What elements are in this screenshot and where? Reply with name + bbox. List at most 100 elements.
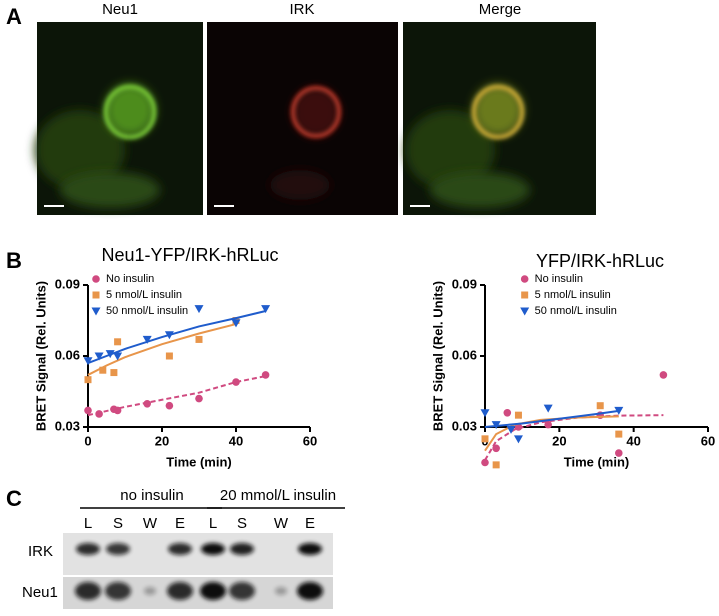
band xyxy=(201,543,225,555)
legend-label: 5 nmol/L insulin xyxy=(106,289,182,301)
x-tick-label: 40 xyxy=(229,433,243,448)
fit-line xyxy=(87,310,266,365)
fit-line xyxy=(484,409,619,428)
legend-label: 50 nmol/L insulin xyxy=(535,305,617,317)
y-tick-label: 0.06 xyxy=(55,347,80,362)
legend-label: 5 nmol/L insulin xyxy=(535,289,611,301)
band xyxy=(275,587,287,595)
point xyxy=(615,449,623,457)
point xyxy=(513,435,523,444)
x-tick-label: 20 xyxy=(155,433,169,448)
micrograph-irk xyxy=(207,22,398,215)
legend-item xyxy=(91,307,101,316)
point xyxy=(92,275,100,283)
point xyxy=(543,404,553,413)
point xyxy=(520,275,529,283)
point xyxy=(521,291,529,299)
x-axis-label: Time (min) xyxy=(166,454,232,469)
band xyxy=(75,582,101,600)
legend-item xyxy=(92,291,100,299)
micrograph-title: IRK xyxy=(289,1,314,18)
band xyxy=(200,582,226,600)
point xyxy=(195,335,203,343)
point xyxy=(480,409,490,418)
point xyxy=(91,307,101,316)
band xyxy=(144,587,156,595)
y-tick-label: 0.09 xyxy=(55,276,80,291)
fit-line xyxy=(87,323,237,376)
point xyxy=(142,335,152,344)
point xyxy=(110,369,118,377)
blot-row-label: IRK xyxy=(28,543,53,560)
point xyxy=(84,406,92,415)
lane-label: S xyxy=(237,515,247,532)
band xyxy=(297,582,323,600)
x-tick-label: 20 xyxy=(552,433,566,448)
point xyxy=(195,394,203,403)
legend-label: No insulin xyxy=(106,273,154,285)
lane-label: L xyxy=(84,515,92,532)
lane-label: W xyxy=(274,515,289,532)
band xyxy=(106,543,130,555)
y-axis-label: BRET Signal (Rel. Units) xyxy=(430,281,445,431)
micrograph-title: Neu1 xyxy=(102,1,138,18)
blot-group: no insulin xyxy=(120,487,183,504)
x-axis-label: Time (min) xyxy=(564,454,630,469)
point xyxy=(165,401,174,410)
y-tick-label: 0.03 xyxy=(55,418,80,433)
panel-label: C xyxy=(6,486,22,511)
band xyxy=(298,543,322,555)
point xyxy=(491,421,501,430)
blot-group: 20 mmol/L insulin xyxy=(220,487,336,504)
point xyxy=(143,400,151,408)
point xyxy=(492,444,500,453)
legend-item xyxy=(520,275,529,283)
x-tick-label: 0 xyxy=(84,433,91,448)
point xyxy=(596,402,604,410)
point xyxy=(165,352,173,360)
point xyxy=(114,338,122,346)
lane-label: E xyxy=(175,515,185,532)
point xyxy=(503,409,512,417)
micrograph-neu1 xyxy=(35,22,203,215)
legend-item xyxy=(521,291,529,299)
band xyxy=(230,543,254,555)
lane-label: E xyxy=(305,515,315,532)
panel-label: A xyxy=(6,4,22,29)
legend-item xyxy=(520,307,530,316)
band xyxy=(229,582,255,600)
legend-label: 50 nmol/L insulin xyxy=(106,305,188,317)
point xyxy=(99,366,107,374)
point xyxy=(261,371,270,379)
point xyxy=(492,461,500,469)
point xyxy=(659,371,668,379)
lane-label: S xyxy=(113,515,123,532)
point xyxy=(514,411,522,419)
legend-label: No insulin xyxy=(535,273,583,285)
point xyxy=(84,376,92,384)
y-tick-label: 0.06 xyxy=(452,347,477,362)
point xyxy=(231,319,241,328)
point xyxy=(520,307,530,316)
band xyxy=(168,543,192,555)
point xyxy=(194,305,204,314)
lane-label: L xyxy=(209,515,217,532)
x-tick-label: 60 xyxy=(303,433,317,448)
point xyxy=(614,406,624,415)
point xyxy=(164,331,174,340)
point xyxy=(83,357,93,366)
legend-item xyxy=(92,275,100,283)
point xyxy=(615,430,623,438)
x-tick-label: 60 xyxy=(701,433,715,448)
band xyxy=(167,582,193,600)
blot-image xyxy=(63,533,333,609)
point xyxy=(481,435,489,443)
fit-line xyxy=(87,375,266,417)
point xyxy=(94,352,104,361)
micrograph-merge xyxy=(403,22,596,215)
point xyxy=(95,410,103,418)
point xyxy=(113,406,122,415)
lane-label: W xyxy=(143,515,158,532)
band xyxy=(105,582,131,600)
point xyxy=(506,425,516,434)
